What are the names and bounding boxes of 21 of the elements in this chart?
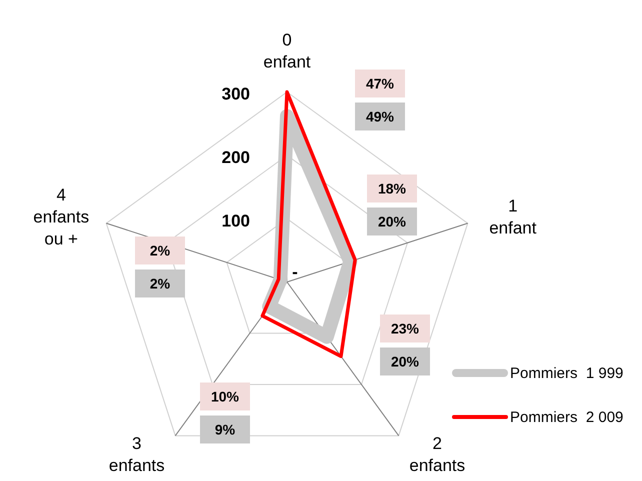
spoke-label: 0 enfant (263, 30, 311, 72)
y-tick-label: 100 (222, 211, 250, 230)
text: 20% (390, 353, 420, 370)
text: 18% (378, 180, 407, 196)
text: 2% (150, 275, 171, 292)
spoke-label: 3 enfants (108, 434, 165, 475)
legend-label: Pommiers 2 009 (510, 408, 624, 426)
y-tick-label: 300 (222, 84, 250, 104)
spoke-label: 4 enfants ou + (33, 185, 90, 248)
text: 2% (150, 242, 171, 258)
y-tick-label: - (292, 262, 298, 282)
text: 20% (378, 213, 407, 230)
text: 10% (210, 388, 240, 404)
spoke-label: 1 enfant (489, 196, 537, 238)
spoke-label: 2 enfants (409, 434, 466, 475)
y-tick-label: 200 (222, 148, 250, 168)
legend-label: Pommiers 1 999 (510, 364, 624, 382)
text: 9% (214, 421, 236, 438)
text: 47% (366, 75, 395, 92)
text: 49% (366, 108, 395, 124)
text: 23% (390, 320, 420, 336)
